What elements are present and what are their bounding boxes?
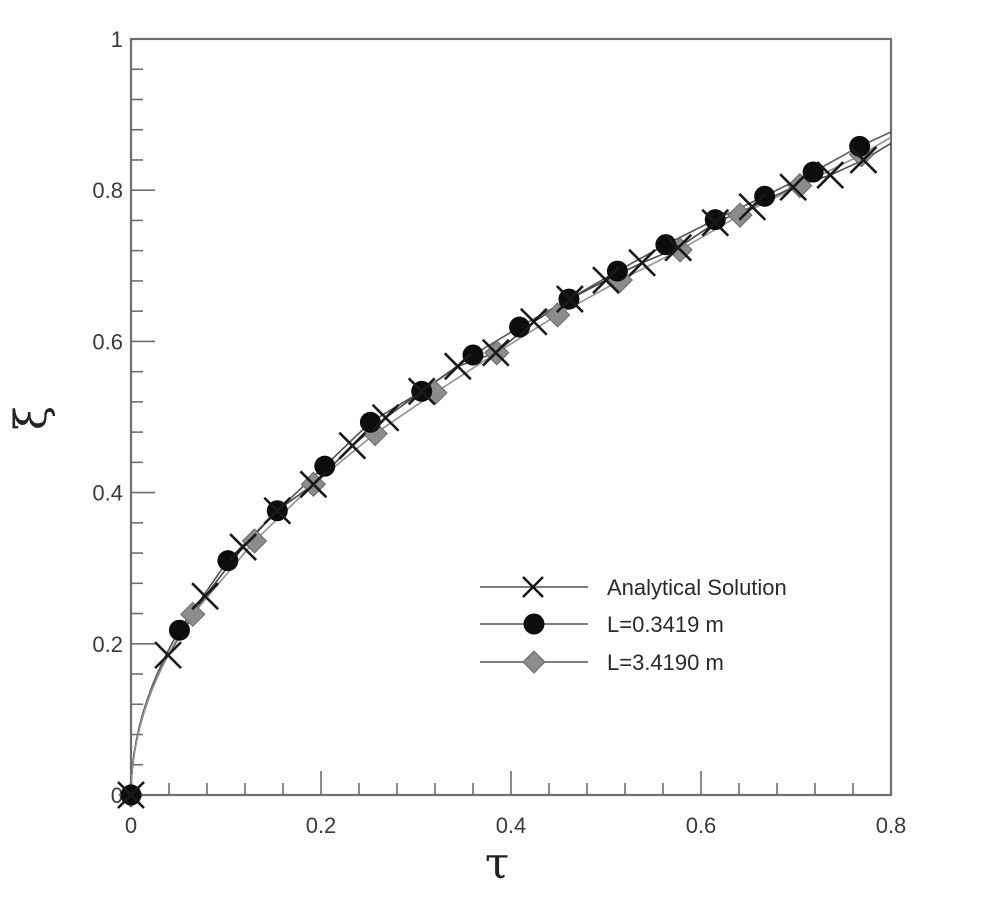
legend-label-analytical: Analytical Solution — [607, 575, 787, 600]
legend-label-l-0-3419: L=0.3419 m — [607, 612, 724, 637]
y-axis-title: ξ — [6, 406, 57, 430]
circle-marker — [314, 455, 336, 477]
x-marker — [191, 582, 220, 611]
series-line-1 — [130, 131, 892, 796]
diamond-marker — [180, 601, 206, 628]
y-tick-label: 0.4 — [92, 481, 123, 506]
x-marker — [628, 248, 657, 277]
y-tick-label: 0.8 — [92, 178, 123, 203]
x-marker — [443, 352, 472, 381]
x-marker — [664, 233, 693, 262]
x-marker — [849, 146, 878, 174]
x-tick-label: 0.2 — [306, 813, 337, 838]
diamond-marker — [544, 302, 571, 328]
y-tick-label: 0 — [111, 783, 123, 808]
y-tick-label: 1 — [111, 27, 123, 52]
x-marker — [519, 307, 548, 336]
legend-item-analytical: Analytical Solution — [480, 575, 787, 600]
series-lines — [130, 131, 892, 796]
x-marker — [371, 403, 400, 432]
series-markers — [117, 135, 878, 809]
x-tick-label: 0.6 — [686, 813, 717, 838]
series-line-highlight — [130, 131, 892, 796]
circle-marker — [704, 209, 726, 231]
x-axis-title: τ — [485, 838, 509, 889]
x-marker — [592, 266, 620, 295]
series-line-0 — [130, 142, 892, 796]
x-marker — [555, 285, 584, 313]
x-marker-icon — [522, 576, 544, 598]
circle-marker — [849, 135, 871, 157]
x-tick-label: 0 — [125, 813, 137, 838]
x-marker — [299, 470, 328, 499]
x-marker — [154, 641, 182, 670]
diamond-marker-icon — [522, 650, 546, 674]
circle-marker — [462, 344, 484, 366]
circle-marker — [606, 260, 628, 282]
circle-marker — [802, 161, 824, 183]
axis-ticks — [130, 38, 892, 796]
x-marker — [738, 192, 767, 221]
x-marker — [701, 208, 730, 237]
y-tick-label: 0.6 — [92, 329, 123, 354]
x-marker — [338, 431, 367, 460]
axis-tick-labels: 0 0.2 0.4 0.6 0.8 0 0.2 0.4 0.6 0.8 1 — [92, 27, 906, 838]
y-tick-label: 0.2 — [92, 632, 123, 657]
x-marker — [117, 781, 145, 809]
plot-frame — [129, 37, 893, 797]
x-marker — [481, 338, 510, 367]
x-marker — [263, 496, 292, 525]
circle-marker-icon — [523, 613, 545, 635]
x-marker — [407, 377, 436, 406]
x-marker — [816, 161, 845, 189]
x-marker — [229, 533, 258, 561]
legend: Analytical Solution L=0.3419 m L=3.4190 … — [480, 575, 787, 675]
legend-item-l-0-3419: L=0.3419 m — [480, 612, 724, 637]
circle-marker — [168, 619, 190, 641]
series-line-highlight — [130, 143, 892, 796]
x-tick-label: 0.8 — [876, 813, 907, 838]
series-line-highlight — [130, 137, 892, 796]
plot-border — [129, 37, 893, 797]
diamond-marker — [787, 172, 813, 199]
diamond-marker — [241, 528, 268, 554]
legend-label-l-3-4190: L=3.4190 m — [607, 650, 724, 675]
legend-item-l-3-4190: L=3.4190 m — [480, 650, 724, 675]
series-line-2 — [130, 136, 892, 796]
x-tick-label: 0.4 — [496, 813, 527, 838]
circle-marker — [359, 411, 381, 433]
diamond-marker — [727, 202, 753, 228]
x-marker — [779, 173, 808, 202]
